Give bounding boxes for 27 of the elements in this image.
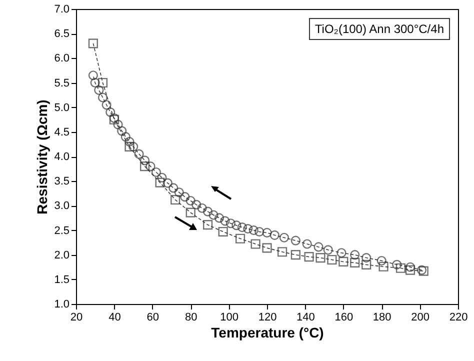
y-tick-label: 1.0 — [54, 298, 70, 310]
x-tick-label: 40 — [108, 312, 121, 324]
annotation: TiO₂(100) Ann 300°C/4h — [308, 18, 450, 40]
y-tick-label: 2.0 — [54, 249, 70, 262]
x-tick-label: 60 — [146, 312, 160, 324]
y-tick-label: 5.5 — [54, 77, 70, 90]
y-tick-label: 1.5 — [54, 274, 70, 286]
y-tick-label: 4.0 — [54, 151, 70, 163]
y-tick-label: 6.5 — [54, 28, 70, 40]
x-tick-label: 200 — [411, 312, 430, 324]
x-tick-label: 120 — [258, 312, 277, 324]
x-tick-label: 20 — [70, 312, 83, 324]
y-tick-label: 3.5 — [54, 176, 70, 188]
y-axis-title: Resistivity (Ωcm) — [34, 100, 50, 214]
x-tick-label: 140 — [296, 312, 315, 324]
y-tick-label: 2.5 — [54, 224, 70, 237]
x-tick-label: 220 — [449, 312, 468, 324]
x-tick-label: 180 — [372, 312, 392, 324]
y-tick-label: 4.5 — [54, 126, 70, 138]
y-tick-label: 7.0 — [54, 4, 70, 16]
x-axis-title: Temperature (°C) — [211, 324, 324, 340]
x-tick-label: 80 — [184, 312, 198, 324]
y-tick-label: 5.0 — [54, 102, 70, 114]
y-tick-label: 6.0 — [54, 52, 70, 65]
x-tick-label: 100 — [220, 312, 238, 324]
x-tick-label: 160 — [334, 312, 354, 324]
y-tick-label: 3.0 — [54, 200, 70, 212]
